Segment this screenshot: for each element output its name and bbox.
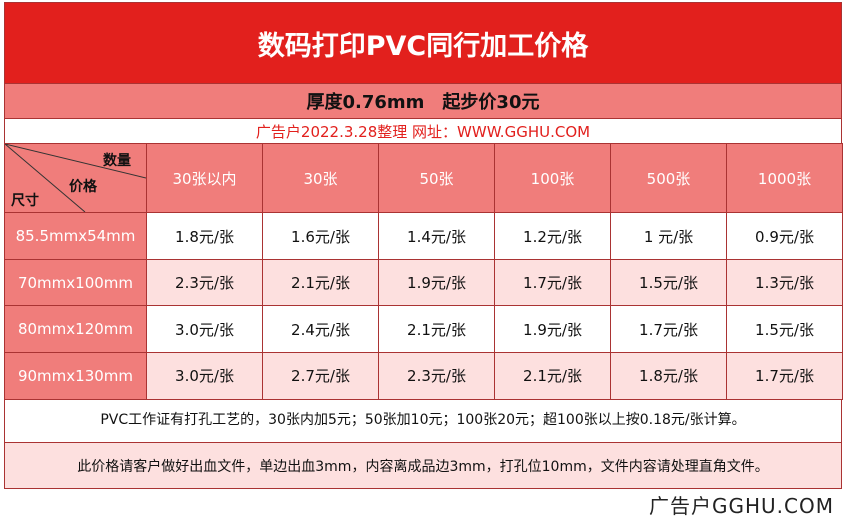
column-header: 30张以内 (146, 143, 263, 213)
price-cell: 1.9元/张 (378, 258, 495, 307)
price-cell: 2.1元/张 (494, 351, 611, 400)
subtitle: 厚度0.76mm 起步价30元 (4, 83, 842, 119)
price-cell: 1 元/张 (610, 212, 727, 260)
price-cell: 0.9元/张 (726, 212, 843, 260)
price-cell: 1.8元/张 (610, 351, 727, 400)
price-cell: 3.0元/张 (146, 305, 263, 353)
price-cell: 1.9元/张 (494, 305, 611, 353)
row-size: 85.5mmx54mm (4, 212, 147, 260)
price-cell: 2.3元/张 (146, 258, 263, 307)
row-size: 70mmx100mm (4, 258, 147, 307)
price-cell: 1.3元/张 (726, 258, 843, 307)
price-cell: 1.7元/张 (610, 305, 727, 353)
column-header: 100张 (494, 143, 611, 213)
price-cell: 1.5元/张 (610, 258, 727, 307)
watermark: 广告户GGHU.COM (649, 494, 834, 518)
price-cell: 2.3元/张 (378, 351, 495, 400)
diagonals (5, 144, 146, 212)
note: 广告户2022.3.28整理 网址：WWW.GGHU.COM (4, 118, 842, 144)
column-header: 30张 (262, 143, 379, 213)
corner-cell: 数量 价格 尺寸 (4, 143, 147, 213)
column-header: 1000张 (726, 143, 843, 213)
row-size: 80mmx120mm (4, 305, 147, 353)
price-cell: 1.2元/张 (494, 212, 611, 260)
title: 数码打印PVC同行加工价格 (4, 2, 842, 84)
price-cell: 1.7元/张 (494, 258, 611, 307)
price-cell: 2.1元/张 (262, 258, 379, 307)
price-cell: 1.8元/张 (146, 212, 263, 260)
corner-size: 尺寸 (11, 193, 39, 209)
price-cell: 2.4元/张 (262, 305, 379, 353)
column-header: 50张 (378, 143, 495, 213)
price-cell: 1.7元/张 (726, 351, 843, 400)
price-cell: 3.0元/张 (146, 351, 263, 400)
footnote: PVC工作证有打孔工艺的，30张内加5元；50张加10元；100张20元；超10… (4, 395, 842, 443)
footnote: 此价格请客户做好出血文件，单边出血3mm，内容离成品边3mm，打孔位10mm，文… (4, 442, 842, 489)
corner-price: 价格 (69, 179, 97, 195)
column-header: 500张 (610, 143, 727, 213)
price-cell: 1.4元/张 (378, 212, 495, 260)
price-cell: 1.6元/张 (262, 212, 379, 260)
price-cell: 2.1元/张 (378, 305, 495, 353)
corner-quantity: 数量 (103, 153, 131, 169)
price-cell: 2.7元/张 (262, 351, 379, 400)
price-cell: 1.5元/张 (726, 305, 843, 353)
row-size: 90mmx130mm (4, 351, 147, 400)
